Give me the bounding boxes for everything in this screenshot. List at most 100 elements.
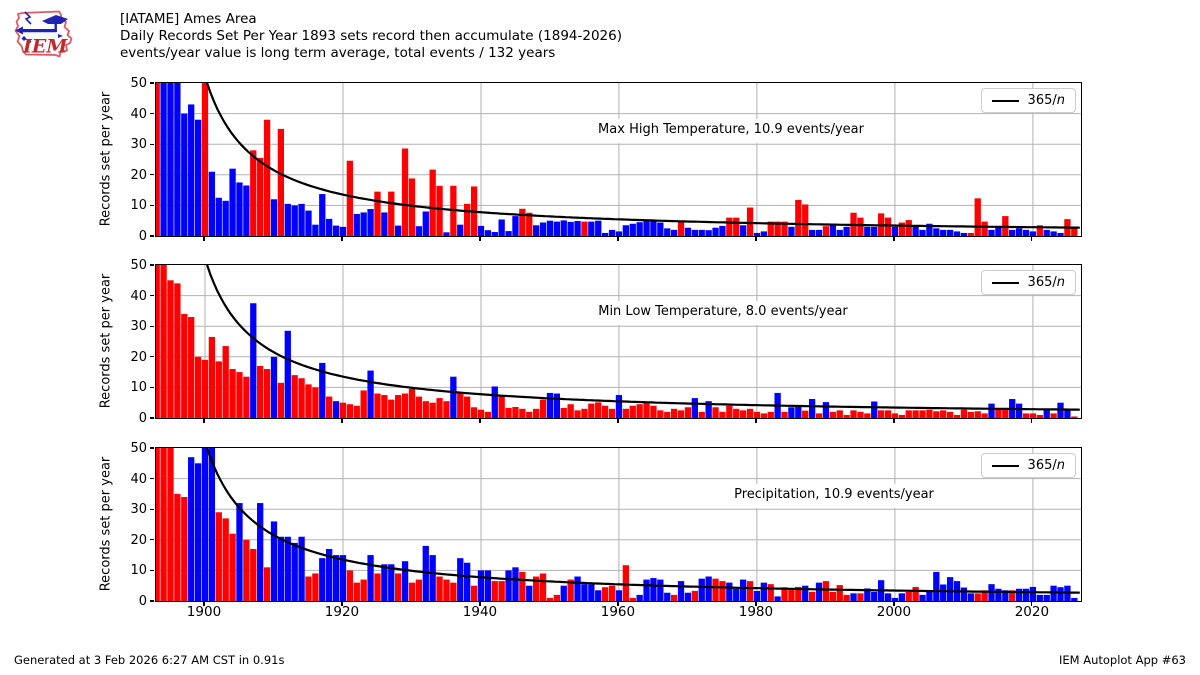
record-bar [1043,594,1050,601]
y-tick-label: 20 [130,167,147,183]
record-bar [960,587,968,601]
record-bar [339,555,347,601]
record-bar [884,217,892,236]
record-bar [408,178,416,236]
record-bar [643,220,650,236]
record-bar [836,585,843,601]
record-bar [712,407,719,418]
x-tick-mark [755,237,757,241]
record-bar [401,148,409,236]
x-tick-mark [1031,237,1033,241]
record-bar [526,212,533,236]
record-bar [843,226,850,236]
record-bar [443,401,450,418]
record-bar [546,597,554,601]
record-bar [795,199,802,236]
plot-area-min-low [156,265,1081,418]
record-bar [457,558,464,601]
record-bar [595,402,602,418]
record-bar [257,157,264,236]
record-bar [298,378,305,418]
x-tick-mark [617,237,619,241]
y-tick-label: 10 [130,563,147,579]
record-bar [933,571,940,601]
y-tick-mark [150,235,154,237]
record-bar [933,228,940,236]
record-bar [829,411,836,418]
record-bar [312,387,319,418]
record-bar [505,570,512,601]
record-bar [201,448,209,601]
record-bar [395,225,402,236]
iem-logo: IEM [14,10,73,58]
record-bar [739,579,747,601]
record-bar [808,399,816,418]
record-bar [257,503,264,601]
x-tick-label: 2020 [1014,604,1050,620]
record-bar [567,579,574,601]
record-bar [381,395,388,418]
record-bar [326,218,333,236]
record-bar [401,561,409,601]
x-tick-mark [617,419,619,423]
record-bar [1050,231,1057,236]
record-bar [788,407,795,418]
record-bar [898,593,905,601]
record-bar [208,448,216,601]
record-bar [194,463,202,601]
record-bar [360,212,367,236]
y-tick-label: 0 [138,594,147,609]
record-bar [698,411,705,418]
record-bar [767,221,774,236]
record-bar [622,225,629,236]
record-bar [229,369,236,418]
record-bar [243,539,250,601]
record-bar [629,597,636,601]
y-tick-mark [150,356,154,358]
record-bar [588,584,595,601]
record-bar [1009,590,1016,601]
y-tick-label: 50 [130,441,147,456]
record-bar [160,83,167,236]
record-bar [339,402,347,418]
record-bar [788,226,795,236]
record-bar [319,194,326,236]
record-bar [450,582,457,601]
legend-label: 365/n [1028,458,1065,473]
record-bar [746,408,754,418]
record-bar [1036,414,1043,418]
record-bar [608,408,616,418]
record-bar [464,562,471,601]
record-bar [995,226,1002,236]
record-bar [712,227,719,236]
record-bar [981,590,988,601]
record-bar [388,191,395,236]
record-bar [677,581,685,601]
record-bar [319,362,326,418]
record-bar [650,405,657,418]
record-bar [884,593,892,601]
record-bar [298,536,305,601]
record-bar [588,403,595,418]
record-bar [436,576,443,601]
record-bar [291,375,298,418]
record-bar [194,119,202,236]
legend-label-variable: n [1056,275,1065,290]
record-bar [919,410,926,418]
record-bar [381,212,388,236]
record-bar [374,573,381,601]
record-bar [705,230,712,236]
record-bar [595,590,602,601]
record-bar [167,83,174,236]
record-bar [898,222,905,236]
curve-365-over-n [206,265,1080,411]
record-bar [615,590,623,601]
record-bar [1036,225,1043,236]
y-tick-mark [150,143,154,145]
record-bar [395,573,402,601]
record-bar [470,407,478,418]
record-bar [588,221,595,236]
record-bar [174,493,181,601]
record-bar [326,396,333,418]
record-bar [408,582,416,601]
